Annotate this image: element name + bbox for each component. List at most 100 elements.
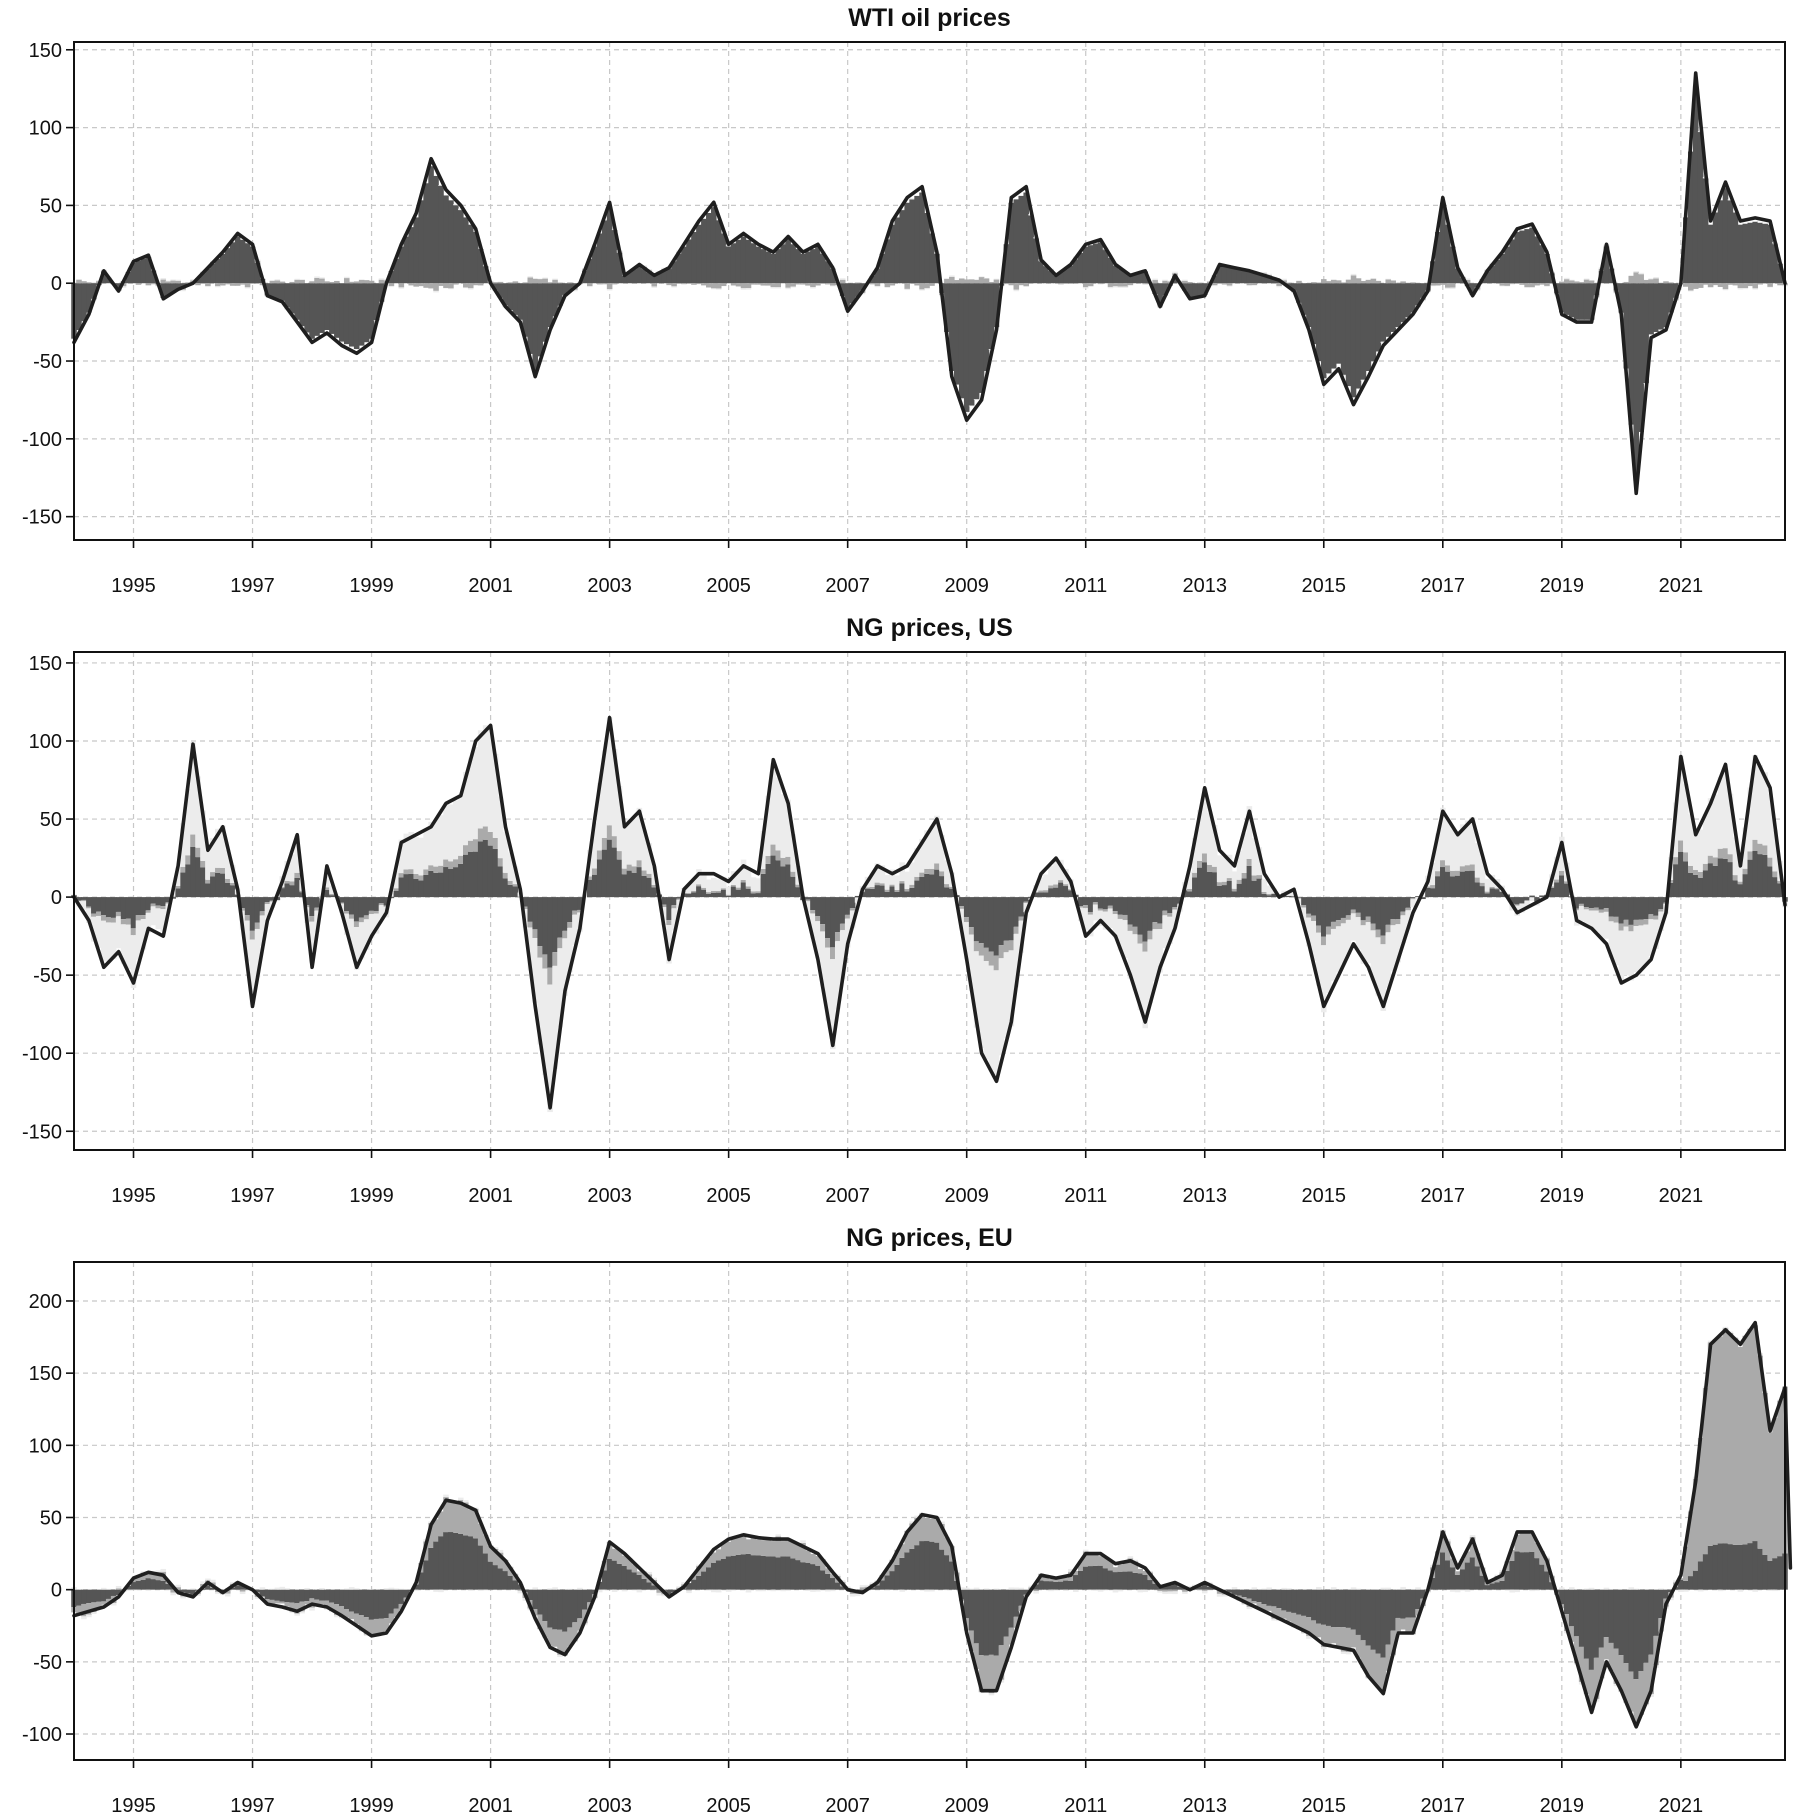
bar-segment-1 [1038,892,1044,898]
bar-segment-2 [1330,279,1337,284]
bar-segment-2 [1316,1623,1322,1638]
bar-segment-1 [160,283,167,298]
bar-segment-1 [1286,1589,1292,1612]
bar-segment-1 [1484,271,1491,284]
bar-segment-3 [1013,289,1020,292]
y-tick-label: 50 [40,195,62,217]
bar-segment-1 [1107,1570,1114,1590]
bar-segment-1 [1489,888,1496,898]
bar-segment-3 [755,878,762,892]
bar-segment-3 [210,1579,216,1583]
bar-segment-3 [944,1589,950,1591]
bar-segment-1 [1077,1570,1084,1590]
bar-segment-3 [205,852,211,880]
bar-segment-2 [1539,283,1545,285]
bar-segment-2 [81,899,87,902]
x-tick-label: 2019 [1540,1795,1585,1817]
bar-segment-2 [175,280,181,284]
bar-segment-1 [477,249,484,284]
bar-segment-1 [958,283,965,399]
bar-segment-1 [973,897,980,942]
bar-segment-3 [745,869,752,887]
bar-segment-3 [472,1507,479,1509]
bar-segment-2 [1737,881,1744,885]
bar-segment-1 [949,1561,955,1590]
bar-segment-3 [220,825,226,868]
bar-segment-3 [1484,878,1491,892]
bar-segment-3 [1742,827,1749,869]
bar-segment-1 [1345,283,1352,387]
bar-segment-1 [691,892,697,898]
bar-segment-3 [1683,783,1689,853]
bar-segment-1 [234,1585,241,1590]
bar-segment-1 [1043,266,1049,284]
bar-segment-1 [983,897,990,948]
bar-segment-3 [1479,858,1486,883]
bar-segment-2 [1454,870,1461,876]
bar-segment-1 [968,283,975,406]
bar-segment-3 [1375,937,1382,996]
bar-segment-1 [463,217,469,284]
bar-segment-1 [1172,897,1178,908]
bar-segment-1 [224,882,231,898]
bar-segment-2 [899,881,905,884]
bar-segment-3 [1102,911,1109,930]
bar-segment-1 [646,1582,653,1590]
bar-segment-3 [259,915,266,946]
bar-segment-3 [884,875,891,890]
bar-segment-2 [1087,1554,1094,1567]
bar-segment-1 [130,897,137,929]
bar-segment-2 [363,915,370,920]
bar-segment-3 [1211,825,1218,867]
bar-segment-3 [1053,862,1059,885]
bar-segment-3 [899,1589,905,1592]
bar-segment-1 [1192,877,1198,898]
bar-segment-2 [800,1542,806,1563]
bar-segment-2 [1127,283,1134,286]
bar-segment-2 [1737,1346,1744,1545]
bar-segment-1 [760,249,767,284]
bar-segment-2 [1216,882,1223,886]
bar-segment-1 [1593,1589,1600,1658]
bar-segment-2 [715,283,722,289]
bar-segment-1 [552,283,558,317]
bar-segment-2 [1043,890,1049,893]
bar-segment-3 [532,938,539,1003]
bar-segment-3 [1206,812,1213,865]
bar-segment-3 [542,277,548,279]
bar-segment-3 [1554,856,1560,880]
bar-segment-2 [339,902,345,904]
bar-segment-3 [924,1589,930,1592]
bar-segment-1 [696,1575,702,1590]
bar-segment-3 [1623,926,1630,976]
bar-segment-1 [284,883,291,898]
bar-segment-1 [869,275,876,284]
bar-segment-1 [125,897,132,919]
bar-segment-1 [294,877,300,898]
bar-segment-2 [1142,283,1149,285]
bar-segment-2 [800,283,806,285]
bar-segment-1 [502,878,509,898]
bar-segment-2 [914,283,920,286]
bar-segment-1 [1678,851,1684,898]
bar-segment-2 [1727,854,1734,863]
bar-segment-2 [239,1589,246,1592]
bar-segment-3 [1658,1588,1664,1590]
bar-segment-1 [239,897,246,909]
bar-segment-3 [800,1540,806,1543]
bar-segment-2 [1697,1437,1704,1562]
bar-segment-1 [1425,887,1431,898]
bar-segment-1 [557,1589,563,1630]
bar-segment-2 [145,283,152,286]
bar-segment-2 [1122,283,1129,287]
bar-segment-3 [96,915,102,948]
bar-segment-1 [1415,1589,1421,1610]
bar-segment-3 [815,1589,821,1592]
bar-segment-2 [1578,903,1585,906]
bar-segment-2 [150,903,157,907]
bar-segment-3 [696,869,702,885]
bar-segment-2 [720,1542,727,1559]
bar-segment-2 [904,283,910,289]
bar-segment-2 [532,929,539,939]
bar-segment-2 [1033,891,1039,893]
